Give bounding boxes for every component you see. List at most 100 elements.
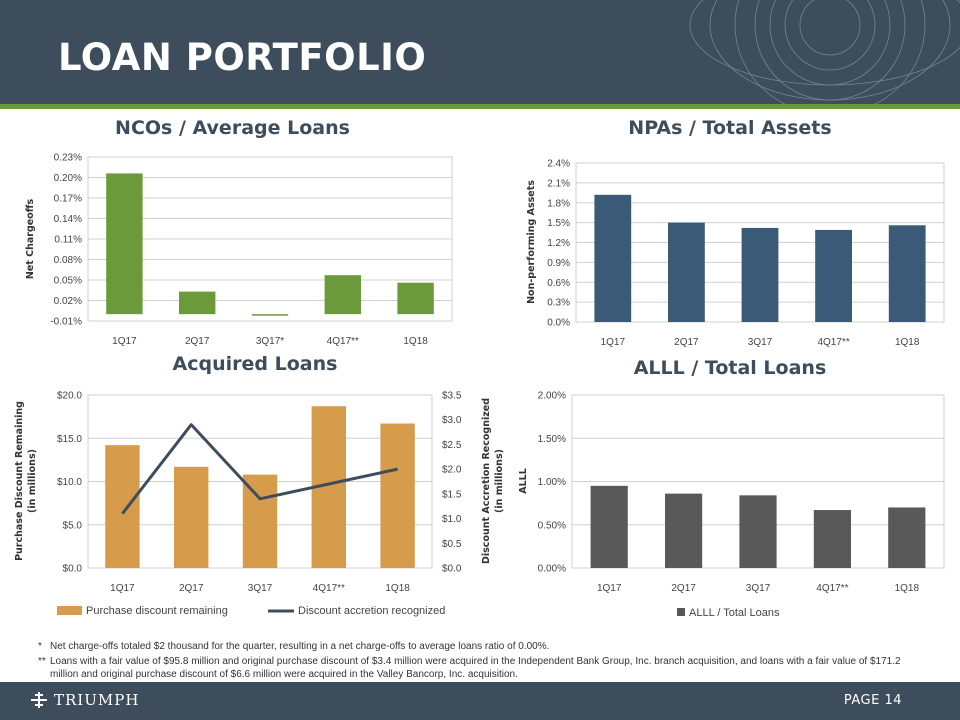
footnote-2-text: Loans with a fair value of $95.8 million… bbox=[50, 656, 901, 680]
nco-xtick-label: 1Q17 bbox=[112, 336, 137, 347]
acq-xtick-label: 1Q17 bbox=[110, 583, 135, 594]
logo: TRIUMPH bbox=[30, 691, 139, 709]
acq-ytick-label: $20.0 bbox=[57, 391, 82, 402]
acq-ytick-right-label: $0.0 bbox=[442, 564, 462, 575]
acq-ytick-label: $10.0 bbox=[57, 477, 82, 488]
alll-bar bbox=[665, 493, 703, 568]
alll-bar bbox=[590, 485, 628, 568]
nco-ytick-label: 0.08% bbox=[54, 255, 82, 266]
alll-ylabel: ALLL bbox=[518, 468, 529, 494]
nco-xtick-label: 1Q18 bbox=[403, 336, 428, 347]
alll-xtick-label: 1Q18 bbox=[895, 583, 920, 594]
alll-xtick-label: 4Q17** bbox=[816, 583, 848, 594]
npa-ytick-label: 0.0% bbox=[547, 318, 570, 329]
chart-title-acquired: Acquired Loans bbox=[172, 353, 338, 375]
nco-ytick-label: 0.14% bbox=[54, 214, 82, 225]
acq-ytick-right-label: $0.5 bbox=[442, 539, 462, 550]
alll-ytick-label: 1.00% bbox=[538, 477, 566, 488]
npa-ytick-label: 1.2% bbox=[547, 238, 570, 249]
acq-accretion-line bbox=[121, 423, 398, 515]
npa-xtick-label: 4Q17** bbox=[817, 337, 849, 348]
nco-ytick-label: -0.01% bbox=[50, 317, 82, 328]
alll-bar bbox=[888, 507, 926, 568]
acq-bar bbox=[242, 474, 278, 568]
acq-ytick-right-label: $2.0 bbox=[442, 465, 462, 476]
nco-ytick-label: 0.17% bbox=[54, 194, 82, 205]
nco-ytick-label: 0.11% bbox=[54, 235, 82, 246]
nco-ytick-label: 0.20% bbox=[54, 173, 82, 184]
npa-ytick-label: 0.9% bbox=[547, 258, 570, 269]
acq-legend-label-bar: Purchase discount remaining bbox=[86, 605, 228, 617]
acq-ytick-right-label: $1.5 bbox=[442, 489, 462, 500]
nco-bar bbox=[251, 314, 289, 316]
acq-bar bbox=[105, 445, 140, 568]
header-rule bbox=[0, 104, 960, 109]
npa-bar bbox=[888, 225, 926, 322]
alll-bar bbox=[739, 495, 777, 568]
nco-ylabel: Net Chargeoffs bbox=[25, 199, 36, 280]
alll-bar bbox=[813, 510, 851, 568]
npa-xtick-label: 1Q18 bbox=[895, 337, 920, 348]
page-number: PAGE 14 bbox=[843, 693, 902, 708]
alll-ytick-label: 1.50% bbox=[538, 434, 566, 445]
npa-xtick-label: 2Q17 bbox=[674, 337, 699, 348]
npa-bar bbox=[815, 229, 852, 322]
footer-bar: TRIUMPH PAGE 14 bbox=[0, 682, 960, 720]
nco-xtick-label: 2Q17 bbox=[185, 336, 210, 347]
acq-ylabel-left: Purchase Discount Remaining (in millions) bbox=[14, 401, 38, 561]
alll-ytick-label: 2.00% bbox=[538, 391, 566, 402]
logo-text: TRIUMPH bbox=[54, 691, 140, 709]
npa-ytick-label: 0.3% bbox=[547, 298, 570, 309]
acq-ytick-right-label: $3.0 bbox=[442, 415, 462, 426]
npa-ytick-label: 1.8% bbox=[547, 198, 570, 209]
acq-legend-swatch-bar bbox=[57, 606, 82, 615]
chart-title-nco: NCOs / Average Loans bbox=[115, 117, 350, 139]
npa-ytick-label: 0.6% bbox=[547, 278, 570, 289]
chart-title-alll: ALLL / Total Loans bbox=[633, 357, 827, 379]
alll-ytick-label: 0.00% bbox=[538, 564, 566, 575]
alll-xtick-label: 1Q17 bbox=[597, 583, 622, 594]
acq-ytick-label: $5.0 bbox=[63, 520, 83, 531]
acq-xtick-label: 2Q17 bbox=[179, 583, 204, 594]
acq-ylabel-right: Discount Accretion Recognized (in million… bbox=[481, 398, 505, 564]
npa-bar bbox=[741, 227, 779, 322]
npa-ytick-label: 2.1% bbox=[547, 178, 570, 189]
acq-xtick-label: 1Q18 bbox=[385, 583, 410, 594]
footnote-2: ** Loans with a fair value of $95.8 mill… bbox=[38, 655, 928, 681]
page-title: LOAN PORTFOLIO bbox=[58, 36, 427, 79]
acq-ytick-label: $15.0 bbox=[57, 434, 82, 445]
nco-bar bbox=[179, 291, 216, 315]
npa-bar bbox=[668, 222, 705, 322]
ornament-icon bbox=[689, 0, 960, 104]
npa-bar bbox=[594, 194, 632, 322]
npa-ytick-label: 2.4% bbox=[547, 159, 570, 170]
acq-ytick-label: $0.0 bbox=[63, 564, 83, 575]
nco-bar bbox=[397, 282, 434, 315]
charts-canvas: -0.01% 0.02% 0.05% 0.08% 0.11% 0.14% 0.17% 0.20… bbox=[14, 153, 945, 619]
footnote-1-text: Net charge-offs totaled $2 thousand for … bbox=[50, 641, 550, 652]
footnote-1-mark: * bbox=[38, 641, 42, 652]
alll-legend-label: ALLL / Total Loans bbox=[689, 607, 780, 619]
nco-xtick-label: 3Q17* bbox=[256, 336, 284, 347]
alll-ytick-label: 0.50% bbox=[538, 520, 566, 531]
alll-xtick-label: 3Q17 bbox=[746, 583, 771, 594]
acq-ytick-right-label: $2.5 bbox=[442, 440, 462, 451]
acq-bar bbox=[174, 466, 209, 568]
nco-bar bbox=[106, 173, 143, 315]
footnote-1: * Net charge-offs totaled $2 thousand fo… bbox=[38, 640, 928, 653]
nco-bar bbox=[324, 275, 361, 315]
acq-xtick-label: 4Q17** bbox=[313, 583, 345, 594]
acq-ytick-right-label: $1.0 bbox=[442, 514, 462, 525]
header-bar: LOAN PORTFOLIO bbox=[0, 0, 960, 104]
acq-xtick-label: 3Q17 bbox=[248, 583, 273, 594]
npa-xtick-label: 3Q17 bbox=[748, 337, 773, 348]
acq-ytick-right-label: $3.5 bbox=[442, 391, 462, 402]
nco-xtick-label: 4Q17** bbox=[327, 336, 359, 347]
npa-xtick-label: 1Q17 bbox=[601, 337, 626, 348]
acq-bar bbox=[380, 423, 415, 568]
alll-legend-swatch bbox=[677, 608, 685, 616]
chart-title-npa: NPAs / Total Assets bbox=[628, 117, 832, 139]
nco-ytick-label: 0.02% bbox=[54, 296, 82, 307]
npa-ytick-label: 1.5% bbox=[547, 218, 570, 229]
nco-ytick-label: 0.23% bbox=[54, 153, 82, 164]
